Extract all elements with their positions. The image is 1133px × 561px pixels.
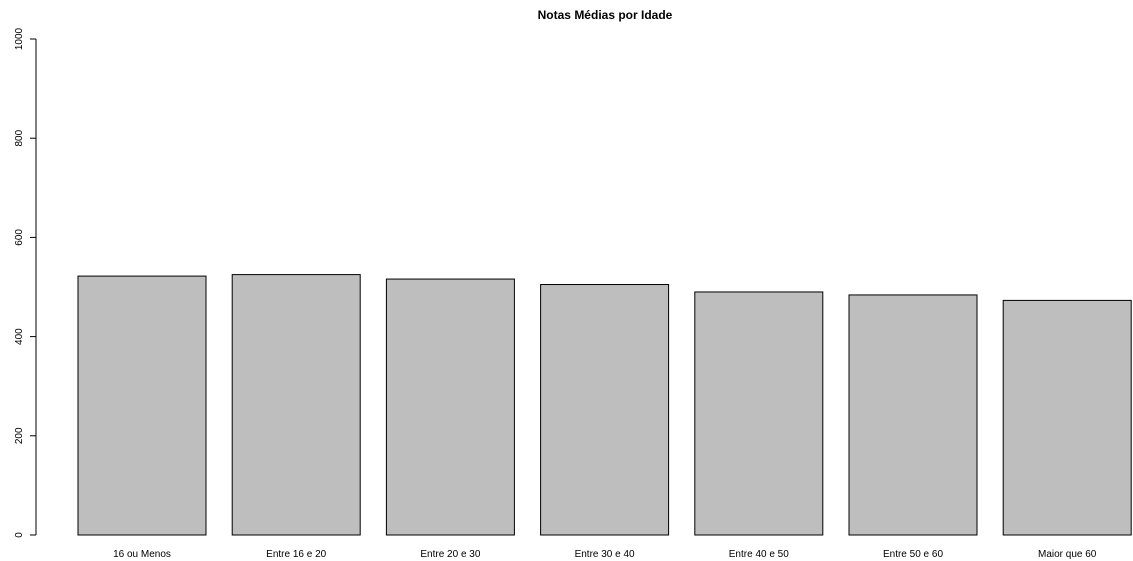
bar: [848, 294, 978, 536]
bars: [77, 274, 1132, 536]
bar: [540, 284, 670, 536]
y-tick-label: 1000: [14, 27, 25, 50]
y-tick-label: 800: [14, 129, 25, 146]
x-tick-label: Maior que 60: [1038, 549, 1097, 560]
x-axis-labels: 16 ou Menos Entre 16 e 20 Entre 20 e 30 Ent…: [113, 549, 1097, 560]
x-tick-label: Entre 50 e 60: [883, 549, 943, 560]
bar: [385, 278, 515, 536]
bar: [77, 275, 207, 536]
y-axis: 0 200 400 600 800 1000: [14, 27, 37, 538]
x-tick-label: Entre 40 e 50: [729, 549, 789, 560]
bar: [694, 291, 824, 536]
y-tick-label: 200: [14, 427, 25, 444]
x-tick-label: Entre 30 e 40: [575, 549, 635, 560]
chart-title: Notas Médias por Idade: [538, 8, 673, 22]
y-tick-label: 400: [14, 328, 25, 345]
y-tick-label: 600: [14, 229, 25, 246]
x-tick-label: Entre 20 e 30: [420, 549, 480, 560]
x-tick-label: 16 ou Menos: [113, 549, 171, 560]
x-tick-label: Entre 16 e 20: [266, 549, 326, 560]
bar: [231, 274, 361, 536]
bar: [1002, 299, 1132, 536]
y-tick-label: 0: [14, 532, 25, 538]
